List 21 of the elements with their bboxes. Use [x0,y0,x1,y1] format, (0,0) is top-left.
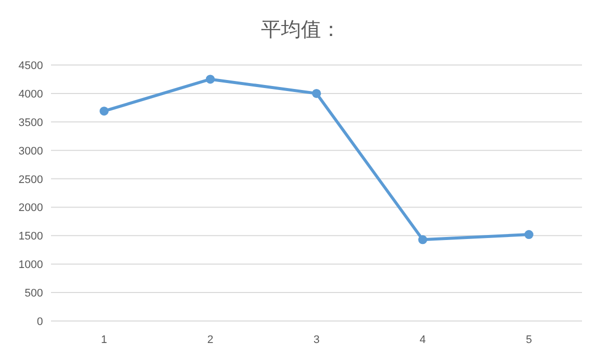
y-tick-label: 4500 [18,60,43,72]
y-tick-label: 3500 [18,116,43,129]
point [312,88,321,98]
point [100,106,109,116]
y-tick-label: 3000 [18,145,43,158]
x-tick-label: 4 [420,334,426,346]
y-tick-label: 500 [24,288,43,300]
y-tick-label: 1500 [18,230,43,243]
x-tick-label: 2 [207,334,214,346]
point [206,74,215,84]
y-tick-label: 1000 [18,259,43,272]
point [524,230,534,240]
y-tick-label: 2000 [18,202,43,214]
x-tick-label: 3 [313,334,320,346]
y-tick-label: 0 [36,316,43,328]
y-tick-label: 2500 [18,174,43,186]
y-tick-label: 4000 [18,88,43,100]
x-tick-label: 5 [526,334,532,346]
point [418,235,428,244]
chart-title: 平均值： [261,19,341,41]
x-tick-label: 1 [101,334,108,346]
